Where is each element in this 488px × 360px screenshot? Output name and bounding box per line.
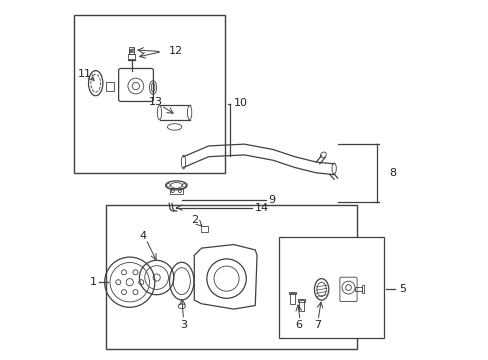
Text: 14: 14 [255, 203, 269, 213]
Bar [289, 292, 296, 294]
Bar [299, 300, 304, 311]
Text: 2: 2 [191, 215, 198, 225]
Bar [298, 299, 305, 302]
Bar [290, 293, 295, 304]
Bar [362, 285, 364, 293]
Bar [74, 15, 224, 173]
Bar [129, 47, 134, 54]
Text: 4: 4 [140, 231, 146, 240]
Bar [278, 237, 384, 338]
Bar [106, 205, 357, 348]
Text: 8: 8 [389, 168, 396, 178]
Text: 7: 7 [314, 320, 321, 329]
Text: 9: 9 [267, 195, 274, 205]
Text: 11: 11 [78, 69, 92, 79]
Bar [354, 287, 362, 291]
Text: 13: 13 [148, 97, 162, 107]
Text: 3: 3 [180, 320, 186, 330]
Text: 12: 12 [168, 46, 182, 56]
Bar [106, 82, 114, 91]
Bar [201, 226, 207, 232]
Ellipse shape [165, 181, 187, 190]
Bar [170, 188, 183, 194]
Text: 5: 5 [398, 284, 405, 294]
Text: 1: 1 [89, 277, 97, 287]
Text: 6: 6 [295, 320, 302, 329]
Text: 10: 10 [233, 98, 247, 108]
Bar [128, 54, 135, 59]
